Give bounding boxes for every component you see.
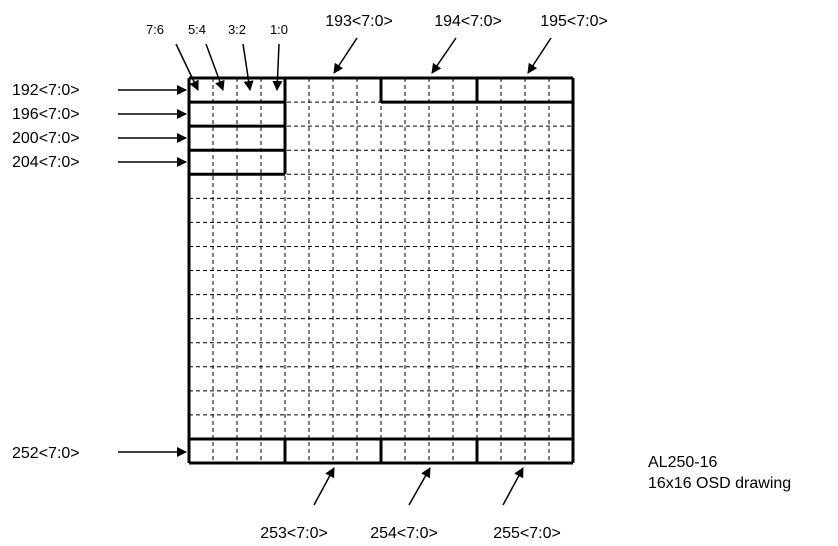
- bit-label-3-2: 3:2: [228, 22, 246, 37]
- caption-description: 16x16 OSD drawing: [648, 475, 792, 492]
- top-label-195: 195<7:0>: [540, 13, 608, 30]
- bottom-255-arrow: [502, 467, 524, 506]
- left-label-196: 196<7:0>: [12, 106, 80, 123]
- bit-7-6-arrow: [175, 43, 199, 91]
- bit-5-4-arrow: [205, 43, 225, 91]
- bottom-label-253: 253<7:0>: [260, 525, 328, 542]
- top-label-193: 193<7:0>: [325, 13, 393, 30]
- bit-label-1-0: 1:0: [270, 22, 288, 37]
- bottom-label-254: 254<7:0>: [370, 525, 438, 542]
- top-194-arrow: [431, 37, 457, 74]
- bit-1-0-arrow: [272, 43, 283, 91]
- top-label-194: 194<7:0>: [434, 13, 502, 30]
- bottom-254-arrow: [408, 467, 431, 506]
- left-label-252: 252<7:0>: [12, 445, 80, 462]
- top-193-arrow: [333, 37, 358, 74]
- top-195-arrow: [527, 37, 552, 74]
- bit-label-7-6: 7:6: [146, 22, 164, 37]
- left-label-200: 200<7:0>: [12, 130, 80, 147]
- bottom-253-arrow: [313, 467, 335, 506]
- pointer-arrows: [118, 37, 552, 506]
- bottom-label-255: 255<7:0>: [493, 525, 561, 542]
- bit-label-5-4: 5:4: [188, 22, 206, 37]
- dashed-grid-lines: [189, 78, 573, 463]
- left-label-192: 192<7:0>: [12, 82, 80, 99]
- byte-boundary-lines: [187, 76, 575, 465]
- left-label-204: 204<7:0>: [12, 154, 80, 171]
- bit-3-2-arrow: [242, 43, 254, 91]
- drawing-caption: AL250-16 16x16 OSD drawing: [648, 452, 791, 494]
- caption-part-number: AL250-16: [648, 454, 718, 471]
